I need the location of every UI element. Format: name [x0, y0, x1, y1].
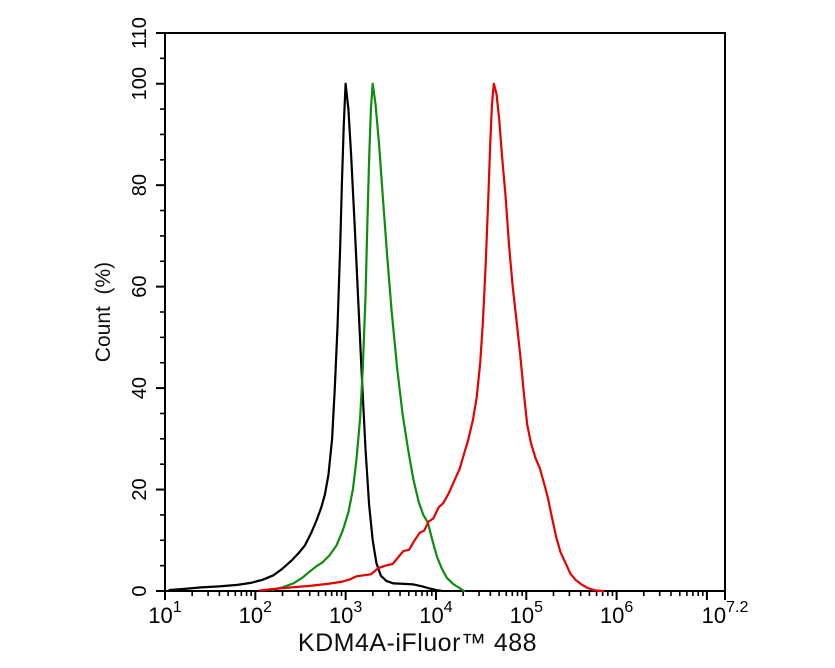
x-tick-label: 103 — [329, 599, 362, 628]
x-tick-label: 102 — [239, 599, 272, 628]
red-kdm4a-curve — [258, 82, 605, 593]
y-tick-label: 110 — [129, 17, 151, 49]
x-tick-label: 107.2 — [702, 599, 749, 628]
plot-frame — [164, 32, 726, 592]
x-axis-tick-labels: 101 102 103 104 105 106 107.2 — [148, 599, 748, 628]
x-tick-label: 105 — [510, 599, 543, 628]
y-tick-label: 20 — [129, 478, 151, 500]
y-axis-tick-labels: 0 20 40 60 80 100 110 — [129, 17, 151, 597]
x-tick-label: 101 — [148, 599, 181, 628]
y-tick-label: 100 — [129, 67, 151, 100]
y-axis-ticks — [156, 32, 165, 592]
y-tick-label: 80 — [129, 174, 151, 196]
green-secondary-curve — [270, 82, 466, 593]
black-control-curve — [168, 82, 444, 593]
x-axis-ticks — [164, 591, 726, 600]
x-axis-title: KDM4A-iFluor™ 488 — [297, 629, 538, 657]
y-axis-title: Count (%) — [92, 261, 115, 363]
x-tick-label: 104 — [419, 599, 452, 628]
y-tick-label: 60 — [129, 276, 151, 298]
x-tick-label: 106 — [600, 599, 633, 628]
y-tick-label: 40 — [129, 377, 151, 399]
y-tick-label: 0 — [129, 585, 151, 596]
